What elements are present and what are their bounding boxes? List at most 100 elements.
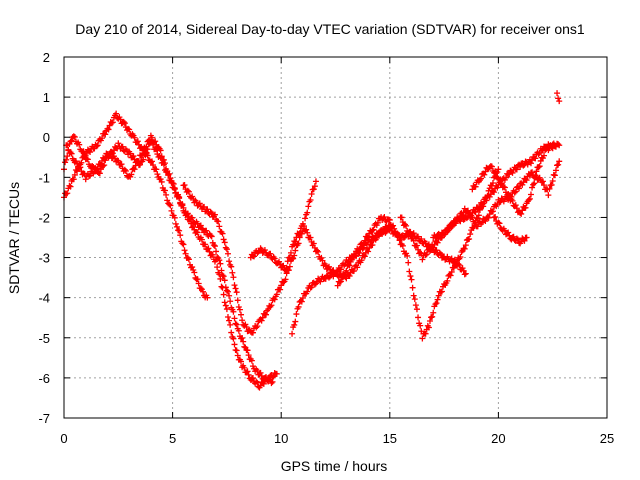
data-point [495, 219, 502, 226]
data-point [496, 220, 503, 227]
data-point [343, 275, 350, 282]
data-point [409, 284, 416, 291]
data-point [81, 152, 88, 159]
data-point [503, 174, 510, 181]
data-point [365, 248, 372, 255]
data-point [551, 142, 558, 149]
x-tick-label: 25 [600, 431, 614, 446]
data-point [244, 347, 251, 354]
data-point [319, 257, 326, 264]
data-point [143, 143, 150, 150]
data-point [209, 251, 216, 258]
x-tick-label: 10 [274, 431, 288, 446]
data-point [70, 176, 77, 183]
data-point [254, 379, 261, 386]
data-point [545, 192, 552, 199]
data-point [296, 230, 303, 237]
data-point [202, 241, 209, 248]
data-point [552, 167, 559, 174]
data-point [472, 209, 479, 216]
data-point [307, 234, 314, 241]
data-point [109, 119, 116, 126]
data-point [530, 181, 537, 188]
data-point [451, 220, 458, 227]
data-point [66, 182, 73, 189]
data-point [304, 229, 311, 236]
data-point [400, 234, 407, 241]
data-point [457, 254, 464, 261]
data-point [158, 153, 165, 160]
data-point [145, 137, 152, 144]
data-point [251, 253, 258, 260]
data-point [216, 271, 223, 278]
data-point [170, 180, 177, 187]
data-point [472, 183, 479, 190]
y-tick-label: -1 [38, 170, 50, 185]
data-point [522, 176, 529, 183]
data-point [516, 185, 523, 192]
series-sat-track-1 [61, 110, 211, 301]
data-point [196, 200, 203, 207]
data-point [125, 125, 132, 132]
data-point [185, 256, 192, 263]
data-point [223, 287, 230, 294]
data-point [412, 302, 419, 309]
data-point [70, 133, 77, 140]
data-point [220, 236, 227, 243]
data-point [406, 268, 413, 275]
data-point [284, 258, 291, 265]
data-point [268, 302, 275, 309]
data-point [140, 156, 147, 163]
data-point [496, 199, 503, 206]
data-point [169, 180, 176, 187]
data-point [391, 225, 398, 232]
series-sat-track-11 [491, 213, 530, 247]
data-point [343, 267, 350, 274]
data-point [152, 138, 159, 145]
data-layer [61, 90, 563, 391]
data-point [480, 200, 487, 207]
data-point [221, 239, 228, 246]
data-point [431, 241, 438, 248]
data-point [167, 202, 174, 209]
data-point [235, 327, 242, 334]
data-point [239, 317, 246, 324]
data-point [197, 285, 204, 292]
x-tick-label: 20 [491, 431, 505, 446]
data-point [438, 288, 445, 295]
data-point [259, 314, 266, 321]
data-point [71, 171, 78, 178]
data-point [182, 250, 189, 257]
data-point [318, 254, 325, 261]
data-point [295, 240, 302, 247]
data-point [555, 95, 562, 102]
y-tick-label: 1 [43, 90, 50, 105]
data-point [308, 191, 315, 198]
data-point [216, 257, 223, 264]
data-point [290, 255, 297, 262]
data-point [433, 247, 440, 254]
data-point [305, 203, 312, 210]
data-point [262, 374, 269, 381]
data-point [215, 218, 222, 225]
data-point [154, 171, 161, 178]
data-point [240, 338, 247, 345]
data-point [479, 201, 486, 208]
data-point [258, 372, 265, 379]
data-point [551, 172, 558, 179]
data-point [245, 352, 252, 359]
data-point [379, 230, 386, 237]
data-point [122, 168, 129, 175]
data-point [429, 313, 436, 320]
data-point [488, 163, 495, 170]
data-point [302, 215, 309, 222]
data-point [482, 218, 489, 225]
data-point [171, 186, 178, 193]
data-point [517, 164, 524, 171]
data-point [254, 367, 261, 374]
data-point [118, 161, 125, 168]
data-point [219, 272, 226, 279]
data-point [184, 210, 191, 217]
data-point [93, 143, 100, 150]
data-point [89, 162, 96, 169]
